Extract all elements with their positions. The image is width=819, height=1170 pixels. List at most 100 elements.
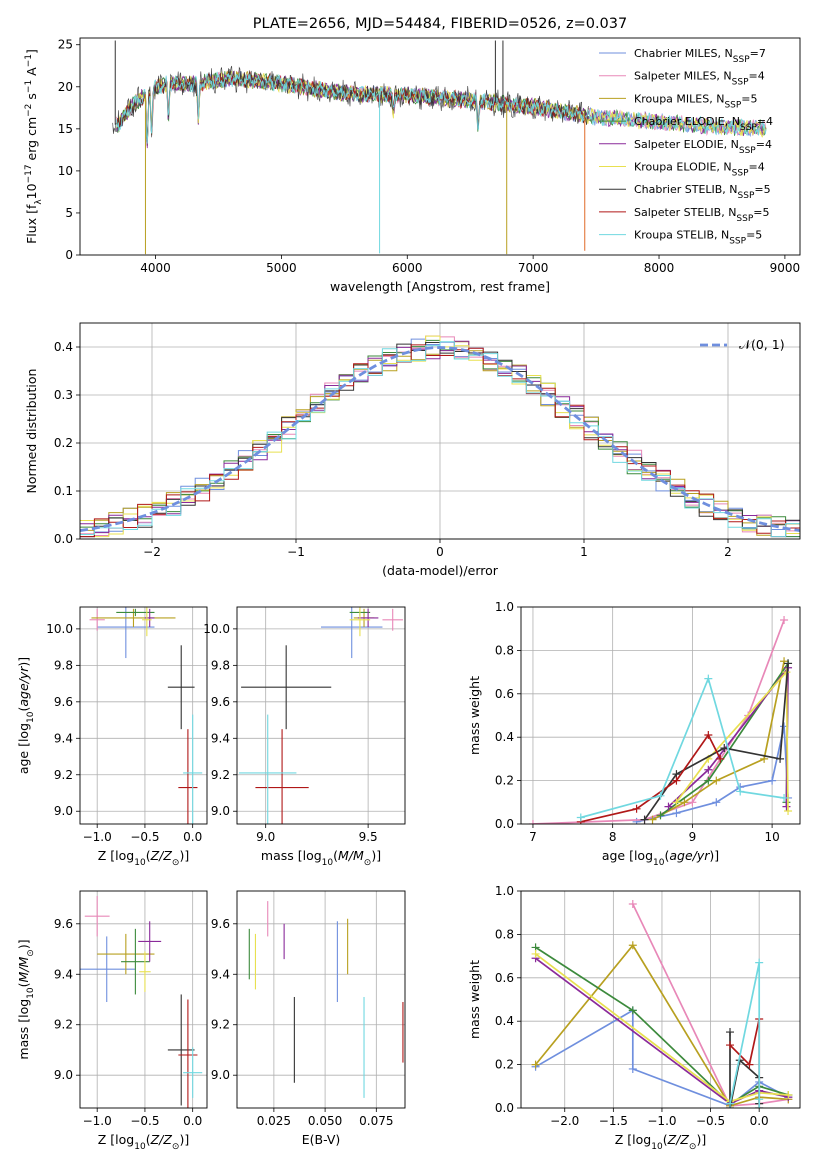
x-tick-label: 4000 [140, 261, 171, 275]
panel-mass_vs_Z: −1.0 −0.5 0.09.09.29.49.6Z [log10(Z/Z⊙)]ma… [16, 890, 208, 1152]
y-axis-label-part: age [log [16, 723, 31, 774]
x-axis-label-part: ( [663, 1132, 668, 1147]
weight-marker [704, 731, 713, 740]
histogram-8 [80, 341, 800, 538]
weight-marker [656, 811, 665, 820]
x-tick-label: 0.0 [183, 830, 202, 844]
weight-marker [768, 776, 777, 785]
legend-entry: Kroupa STELIB, NSSP=5 [634, 229, 762, 247]
y-tick-label: 9.4 [211, 731, 230, 745]
y-tick-label: 9.6 [211, 917, 230, 931]
legend-text: Kroupa STELIB, N [634, 229, 729, 242]
gaussian-curve [80, 346, 800, 532]
y-tick-label: 0.0 [54, 532, 73, 546]
data-layer [89, 607, 203, 824]
weight-marker [688, 798, 697, 807]
y-tick-label: 10 [58, 164, 73, 178]
y-tick-label: 1.0 [495, 884, 514, 898]
axes-frame [236, 890, 406, 1109]
figure-title: PLATE=2656, MJD=54484, FIBERID=0526, z=0… [253, 16, 627, 32]
y-tick-label: 0.6 [495, 687, 514, 701]
y-tick-label: 10.0 [203, 622, 230, 636]
y-tick-label: 9.4 [54, 731, 73, 745]
data-layer [531, 900, 793, 1108]
weight-marker [726, 1099, 735, 1108]
y-tick-label: 0.3 [54, 388, 73, 402]
y-tick-label: 0.4 [495, 1014, 514, 1028]
weight-marker [640, 815, 649, 824]
legend-entry: Chabrier MILES, NSSP=7 [634, 47, 766, 65]
y-tick-label: 25 [58, 38, 73, 52]
x-axis-label-part: age [log [602, 848, 653, 863]
axes: −1.0 −0.5 0.09.09.29.49.69.810.0Z [log10(Z… [16, 606, 208, 868]
legend-sub: SSP [724, 100, 741, 110]
weight-marker [672, 798, 681, 807]
weight-marker [736, 787, 745, 796]
weight-marker [628, 941, 637, 950]
y-axis-label-part: )] [16, 657, 31, 667]
legend-text: Chabrier ELODIE, N [634, 115, 740, 128]
weight-line-5 [675, 669, 789, 812]
plot-area [237, 891, 405, 1108]
chart-panels: 4000 5000 6000 7000 8000 90000510152025wavele… [16, 37, 801, 1152]
weight-marker [704, 776, 713, 785]
x-tick-label: 9.0 [256, 830, 275, 844]
x-axis-label-part: Z [log [98, 1132, 134, 1147]
axes: −2 −1 0 1 2 0.0 0.1 0.2 0.3 0.4 𝒩(0, 1) (data-model… [24, 322, 801, 578]
weight-marker [632, 804, 641, 813]
plot-area [237, 607, 405, 824]
weight-marker [531, 949, 540, 958]
x-axis-label: Z [log10(Z/Z⊙)] [98, 848, 189, 868]
y-axis-label-part: ] [24, 49, 39, 54]
y-axis-label-part: 10 [26, 711, 36, 723]
axes-frame [236, 606, 406, 825]
x-tick-label: 9 [689, 830, 697, 844]
legend-sub: SSP [732, 78, 749, 88]
weight-marker [628, 900, 637, 909]
x-tick-label: 10 [764, 830, 779, 844]
x-tick-label: 0.050 [308, 1114, 342, 1128]
y-axis-label-part: s [24, 93, 39, 104]
legend-entry: Salpeter ELODIE, NSSP=4 [634, 138, 772, 156]
x-tick-label: −0.5 [130, 1114, 159, 1128]
axes: −2.0 −1.5 −1.0 −0.5 0.0 0.0 0.2 0.4 0.6 0.8 1.0 Z [… [467, 884, 801, 1152]
y-tick-label: 0.1 [54, 484, 73, 498]
y-axis-label: mass weight [467, 960, 482, 1039]
y-tick-label: 9.0 [54, 804, 73, 818]
y-tick-label: 9.0 [211, 804, 230, 818]
y-tick-label: 1.0 [495, 600, 514, 614]
legend-tail: =4 [749, 161, 765, 174]
legend-entry: Kroupa MILES, NSSP=5 [634, 92, 758, 110]
panel-age_vs_Z: −1.0 −0.5 0.09.09.29.49.69.810.0Z [log10(Z… [16, 606, 208, 868]
weight-marker [780, 616, 789, 625]
x-axis-label-part: ⊙ [172, 858, 180, 868]
x-axis-label-part: )] [371, 848, 381, 863]
y-axis-label-part: age/yr [16, 666, 31, 707]
x-tick-label: −1.0 [83, 830, 112, 844]
y-tick-label: 0.2 [54, 436, 73, 450]
x-axis-label-part: ⊙ [364, 858, 372, 868]
legend-entry: Salpeter STELIB, NSSP=5 [634, 206, 770, 224]
weight-marker [712, 798, 721, 807]
data-layer [112, 40, 767, 255]
x-axis-label-part: ( [664, 848, 669, 863]
y-axis-label-part: λ [34, 199, 44, 205]
legend-tail: =7 [750, 47, 766, 60]
axes-frame [79, 37, 801, 256]
legend-tail: =5 [753, 206, 769, 219]
x-tick-label: −1.0 [647, 1114, 676, 1128]
y-axis-label-part: −1 [24, 80, 34, 93]
data-layer [239, 607, 403, 824]
legend-text: Chabrier STELIB, N [634, 183, 738, 196]
y-axis-label-part: erg cm [24, 117, 39, 165]
weight-line-8 [729, 962, 761, 1108]
x-tick-label: −0.5 [130, 830, 159, 844]
x-tick-label: −1 [287, 545, 305, 559]
axes: −1.0 −0.5 0.09.09.29.49.6Z [log10(Z/Z⊙)]ma… [16, 890, 208, 1152]
plot-area [80, 891, 207, 1108]
weight-marker [648, 815, 657, 824]
x-axis-label: E(B-V) [302, 1132, 341, 1147]
x-axis-label: (data-model)/error [382, 563, 499, 578]
x-axis-label-part: Z/Z [150, 1132, 173, 1147]
